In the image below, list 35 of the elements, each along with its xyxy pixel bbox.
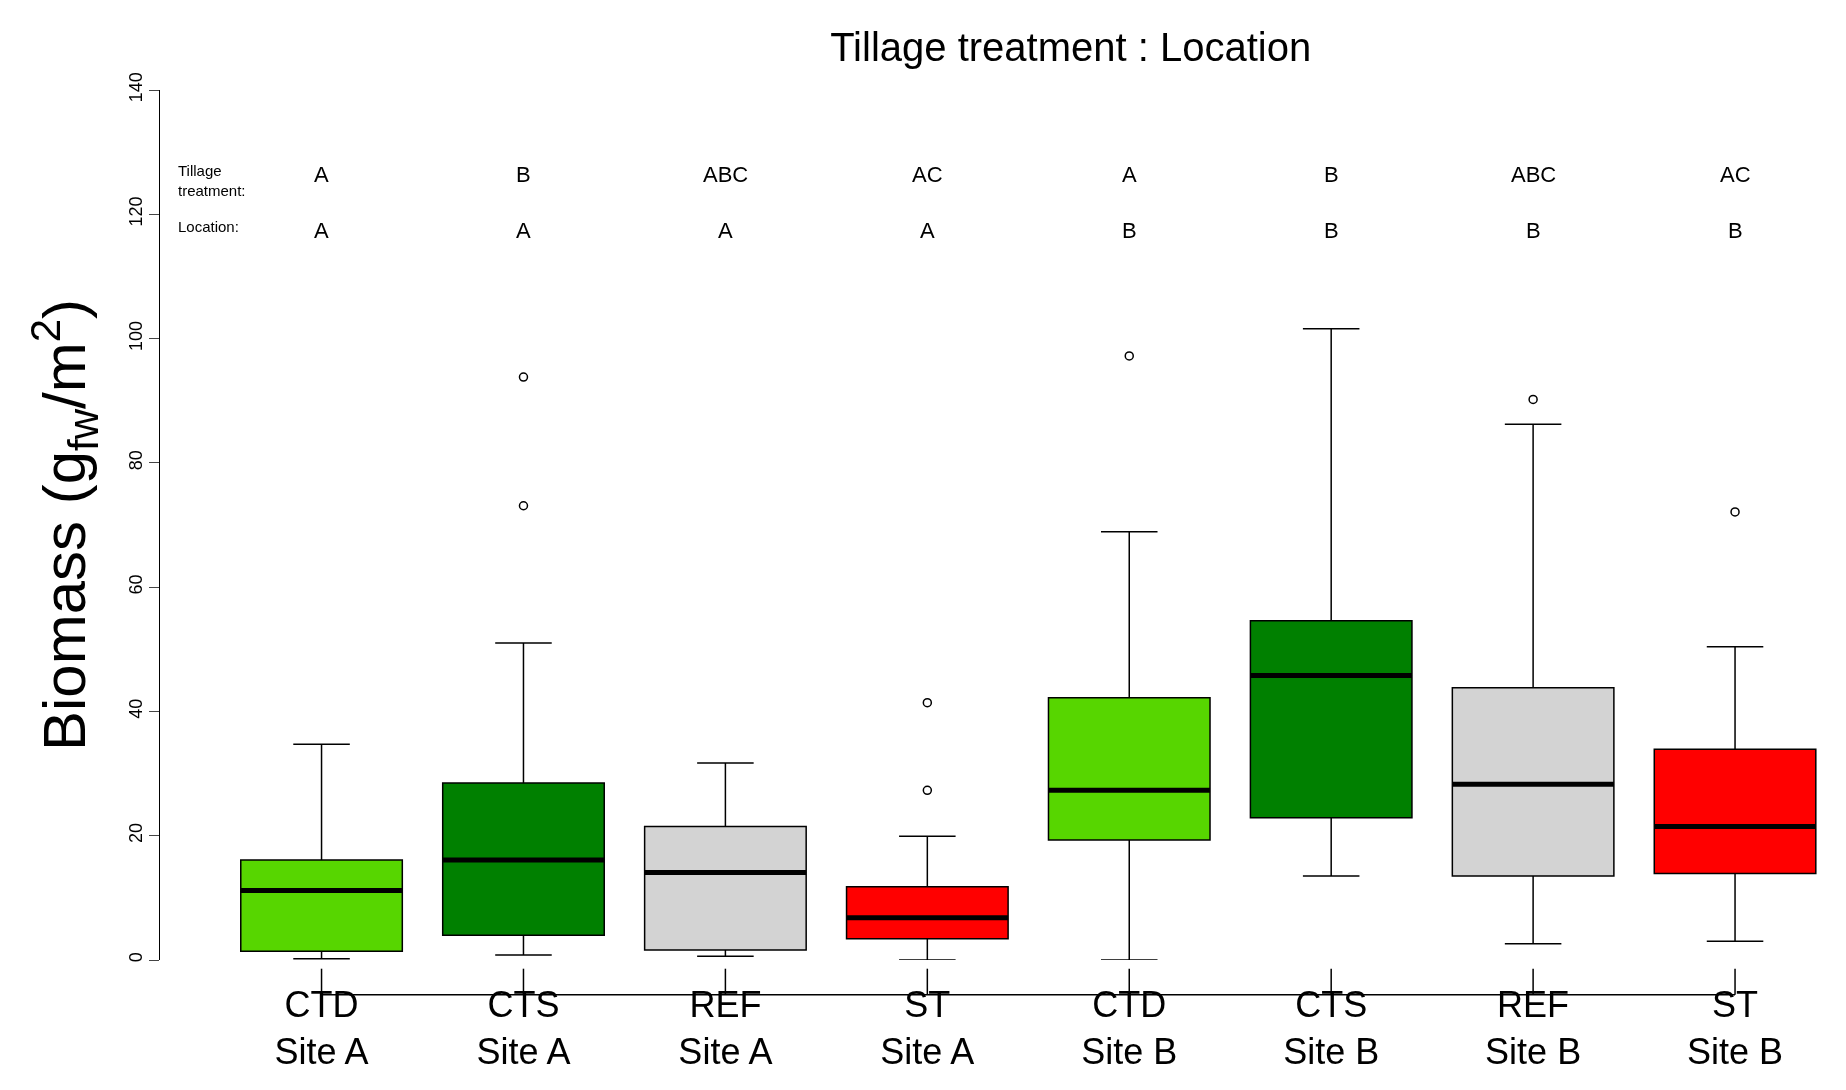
annotation: A [1122,162,1137,187]
annotation: AC [912,162,943,187]
annotation: B [1526,218,1541,243]
x-tick-label: CTS Site A [476,984,571,1072]
y-tick-label: 120 [125,196,146,227]
x-tick-label: REF Site A [678,984,773,1072]
annotation: B [1122,218,1137,243]
annotation: B [1324,162,1339,187]
x-tick-label: ST Site B [1687,984,1784,1072]
y-tick-label: 0 [125,952,146,963]
x-tick-label: CTD Site B [1081,984,1178,1072]
y-tick-label: 20 [125,822,146,844]
annotation: B [1324,218,1339,243]
x-tick-label: ST Site A [880,984,975,1072]
annotation: ABC [1511,162,1557,187]
annotation: A [920,218,935,243]
annotation: Tillage treatment: [178,162,246,199]
annotation: A [314,218,329,243]
y-tick-label: 80 [125,450,146,471]
x-tick-label: REF Site B [1485,984,1582,1072]
annotation: A [516,218,531,243]
x-tick-label: CTS Site B [1283,984,1380,1072]
annotation: A [718,218,733,243]
annotation: ABC [703,162,749,187]
annotation: A [314,162,329,187]
y-tick-label: 100 [125,320,146,351]
annotation: AC [1720,162,1751,187]
chart-title: Tillage treatment : Location [830,24,1312,69]
x-tick-label: CTD Site A [274,984,369,1072]
y-tick-label: 60 [125,574,146,595]
annotation: B [1728,218,1743,243]
annotation: Location: [178,218,239,235]
y-tick-label: 140 [125,72,146,103]
y-tick-label: 40 [125,698,146,719]
annotation: B [516,162,531,187]
